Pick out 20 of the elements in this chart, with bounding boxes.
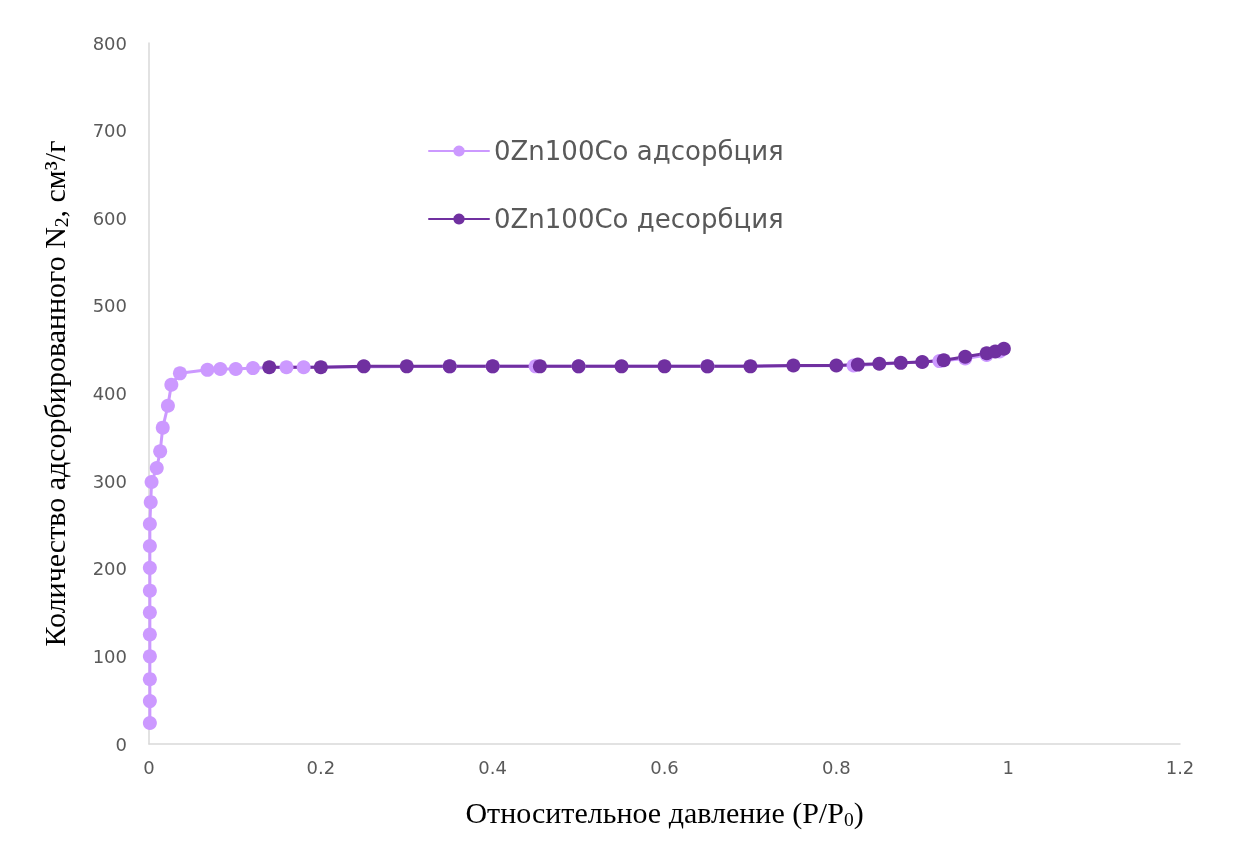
x-tick-label: 0.4 <box>478 756 507 778</box>
x-tick-label: 0 <box>143 756 155 778</box>
legend-label: 0Zn100Co адсорбция <box>494 136 784 166</box>
y-tick-label: 700 <box>92 120 127 142</box>
x-tick-label: 1.2 <box>1165 756 1195 778</box>
x-tick-label: 0.2 <box>306 756 336 778</box>
y-tick-label: 200 <box>92 558 127 580</box>
y-tick-label: 800 <box>92 32 127 54</box>
x-axis-title: Относительное давление (P/P0) <box>465 796 864 831</box>
y-tick-label: 500 <box>92 295 127 317</box>
y-tick-label: 100 <box>92 645 127 667</box>
y-tick-label: 600 <box>92 207 127 229</box>
x-tick-label: 0.6 <box>650 756 679 778</box>
x-tick-label: 1 <box>1002 756 1014 778</box>
x-tick-label: 0.8 <box>822 756 851 778</box>
legend-label: 0Zn100Co десорбция <box>494 204 784 234</box>
y-tick-label: 300 <box>92 470 127 492</box>
y-tick-label: 400 <box>92 383 127 404</box>
y-tick-label: 0 <box>115 733 127 755</box>
y-axis-title: Количество адсорбированного N2, см³/г <box>37 140 72 647</box>
